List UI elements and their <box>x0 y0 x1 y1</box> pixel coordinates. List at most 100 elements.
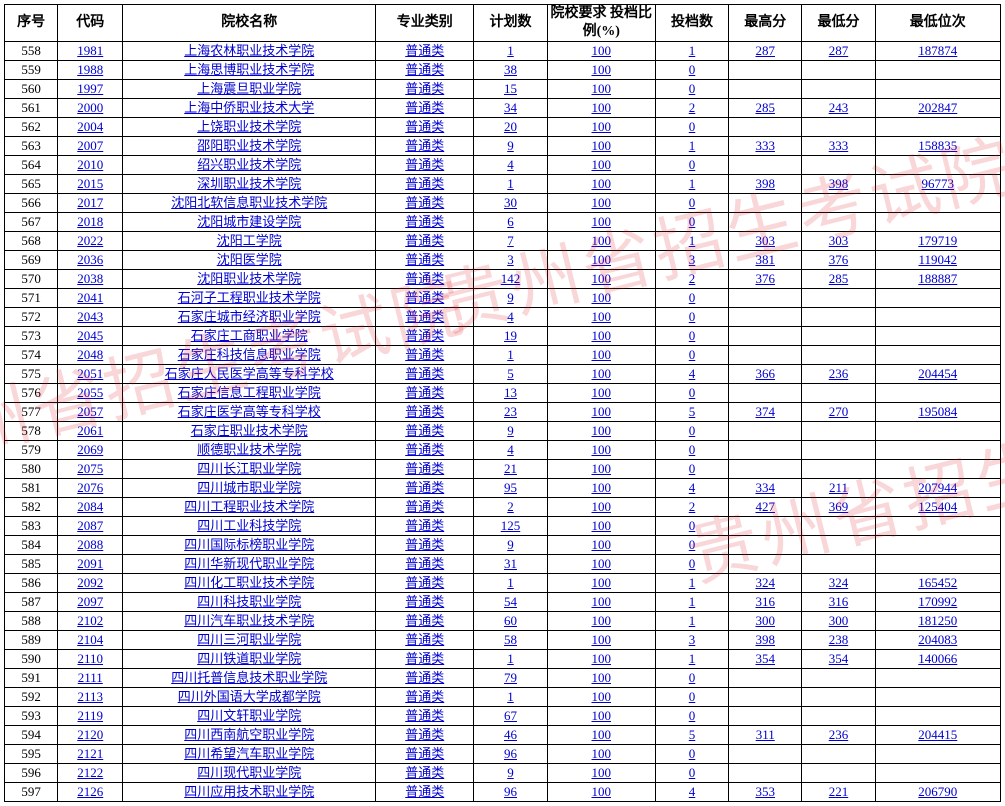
cell-filed[interactable]: 1 <box>655 650 728 669</box>
cell-name[interactable]: 石家庄信息工程职业学院 <box>123 384 376 403</box>
cell-max[interactable]: 366 <box>729 365 802 384</box>
cell-name[interactable]: 四川三河职业学院 <box>123 631 376 650</box>
cell-code[interactable]: 2084 <box>58 498 123 517</box>
cell-rank[interactable] <box>875 764 1000 783</box>
cell-rank[interactable] <box>875 289 1000 308</box>
cell-code[interactable]: 2088 <box>58 536 123 555</box>
cell-code[interactable]: 2007 <box>58 137 123 156</box>
cell-min[interactable] <box>802 422 875 441</box>
cell-max[interactable]: 376 <box>729 270 802 289</box>
cell-ratio[interactable]: 100 <box>547 289 655 308</box>
cell-type[interactable]: 普通类 <box>376 783 474 802</box>
cell-name[interactable]: 四川华新现代职业学院 <box>123 555 376 574</box>
cell-max[interactable] <box>729 327 802 346</box>
cell-filed[interactable]: 1 <box>655 232 728 251</box>
cell-min[interactable] <box>802 327 875 346</box>
cell-ratio[interactable]: 100 <box>547 194 655 213</box>
cell-ratio[interactable]: 100 <box>547 346 655 365</box>
cell-ratio[interactable]: 100 <box>547 365 655 384</box>
cell-max[interactable] <box>729 764 802 783</box>
cell-rank[interactable] <box>875 688 1000 707</box>
cell-filed[interactable]: 0 <box>655 118 728 137</box>
cell-plan[interactable]: 1 <box>474 650 547 669</box>
cell-type[interactable]: 普通类 <box>376 593 474 612</box>
cell-ratio[interactable]: 100 <box>547 555 655 574</box>
cell-ratio[interactable]: 100 <box>547 631 655 650</box>
cell-ratio[interactable]: 100 <box>547 574 655 593</box>
cell-ratio[interactable]: 100 <box>547 42 655 61</box>
cell-plan[interactable]: 9 <box>474 536 547 555</box>
cell-filed[interactable]: 0 <box>655 80 728 99</box>
cell-filed[interactable]: 1 <box>655 137 728 156</box>
cell-max[interactable] <box>729 80 802 99</box>
cell-plan[interactable]: 9 <box>474 137 547 156</box>
cell-ratio[interactable]: 100 <box>547 650 655 669</box>
cell-type[interactable]: 普通类 <box>376 213 474 232</box>
cell-type[interactable]: 普通类 <box>376 707 474 726</box>
cell-min[interactable] <box>802 156 875 175</box>
cell-type[interactable]: 普通类 <box>376 517 474 536</box>
cell-rank[interactable]: 179719 <box>875 232 1000 251</box>
cell-plan[interactable]: 7 <box>474 232 547 251</box>
cell-ratio[interactable]: 100 <box>547 536 655 555</box>
cell-min[interactable] <box>802 669 875 688</box>
cell-max[interactable] <box>729 688 802 707</box>
cell-min[interactable] <box>802 289 875 308</box>
cell-filed[interactable]: 0 <box>655 669 728 688</box>
cell-plan[interactable]: 1 <box>474 574 547 593</box>
cell-plan[interactable]: 95 <box>474 479 547 498</box>
cell-code[interactable]: 2041 <box>58 289 123 308</box>
cell-max[interactable]: 324 <box>729 574 802 593</box>
cell-code[interactable]: 2119 <box>58 707 123 726</box>
cell-rank[interactable]: 170992 <box>875 593 1000 612</box>
cell-type[interactable]: 普通类 <box>376 650 474 669</box>
cell-ratio[interactable]: 100 <box>547 308 655 327</box>
cell-max[interactable] <box>729 669 802 688</box>
cell-min[interactable] <box>802 555 875 574</box>
cell-filed[interactable]: 0 <box>655 688 728 707</box>
cell-type[interactable]: 普通类 <box>376 365 474 384</box>
cell-max[interactable] <box>729 213 802 232</box>
cell-code[interactable]: 2069 <box>58 441 123 460</box>
cell-ratio[interactable]: 100 <box>547 251 655 270</box>
cell-rank[interactable]: 195084 <box>875 403 1000 422</box>
cell-min[interactable] <box>802 346 875 365</box>
cell-name[interactable]: 石家庄城市经济职业学院 <box>123 308 376 327</box>
cell-min[interactable] <box>802 80 875 99</box>
cell-filed[interactable]: 2 <box>655 270 728 289</box>
cell-filed[interactable]: 0 <box>655 384 728 403</box>
cell-filed[interactable]: 0 <box>655 327 728 346</box>
cell-ratio[interactable]: 100 <box>547 213 655 232</box>
cell-ratio[interactable]: 100 <box>547 517 655 536</box>
cell-plan[interactable]: 34 <box>474 99 547 118</box>
cell-code[interactable]: 2004 <box>58 118 123 137</box>
cell-ratio[interactable]: 100 <box>547 232 655 251</box>
cell-plan[interactable]: 9 <box>474 422 547 441</box>
cell-plan[interactable]: 4 <box>474 308 547 327</box>
cell-min[interactable] <box>802 384 875 403</box>
cell-type[interactable]: 普通类 <box>376 137 474 156</box>
cell-rank[interactable] <box>875 422 1000 441</box>
cell-max[interactable] <box>729 156 802 175</box>
cell-name[interactable]: 四川西南航空职业学院 <box>123 726 376 745</box>
cell-name[interactable]: 石家庄医学高等专科学校 <box>123 403 376 422</box>
cell-name[interactable]: 四川汽车职业技术学院 <box>123 612 376 631</box>
cell-min[interactable]: 324 <box>802 574 875 593</box>
cell-code[interactable]: 2075 <box>58 460 123 479</box>
cell-type[interactable]: 普通类 <box>376 232 474 251</box>
cell-plan[interactable]: 38 <box>474 61 547 80</box>
cell-min[interactable]: 221 <box>802 783 875 802</box>
cell-code[interactable]: 2000 <box>58 99 123 118</box>
cell-max[interactable]: 354 <box>729 650 802 669</box>
cell-filed[interactable]: 0 <box>655 536 728 555</box>
cell-plan[interactable]: 1 <box>474 42 547 61</box>
cell-plan[interactable]: 58 <box>474 631 547 650</box>
cell-code[interactable]: 2091 <box>58 555 123 574</box>
cell-rank[interactable] <box>875 327 1000 346</box>
cell-ratio[interactable]: 100 <box>547 764 655 783</box>
cell-min[interactable] <box>802 688 875 707</box>
cell-filed[interactable]: 0 <box>655 346 728 365</box>
cell-code[interactable]: 2113 <box>58 688 123 707</box>
cell-max[interactable] <box>729 745 802 764</box>
cell-type[interactable]: 普通类 <box>376 574 474 593</box>
